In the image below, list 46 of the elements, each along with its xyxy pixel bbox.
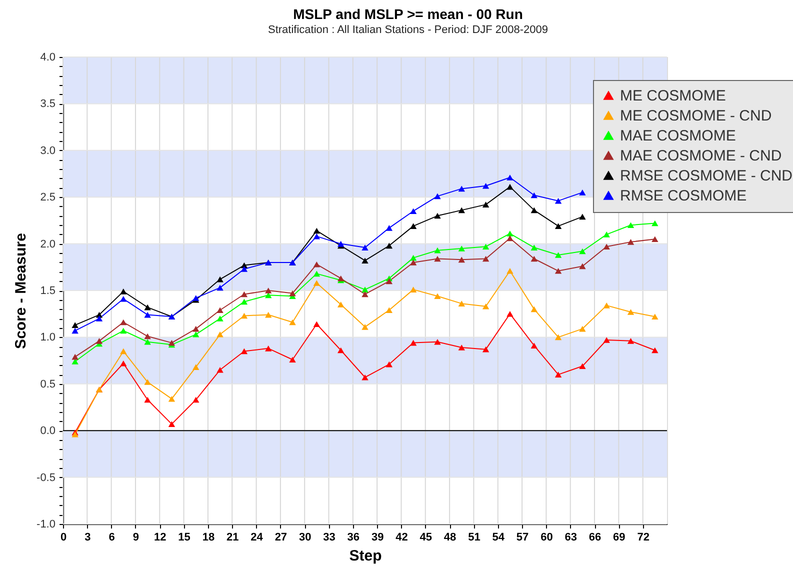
x-tick-label: 60 bbox=[540, 532, 553, 544]
x-tick-label: 3 bbox=[84, 532, 91, 544]
x-tick-label: 18 bbox=[202, 532, 215, 544]
y-tick-label: 2.0 bbox=[40, 238, 56, 250]
x-tick-label: 66 bbox=[588, 532, 602, 544]
y-axis-title: Score - Measure bbox=[12, 233, 30, 349]
x-tick-label: 57 bbox=[516, 532, 529, 544]
x-tick-label: 72 bbox=[637, 532, 650, 544]
x-tick-label: 9 bbox=[132, 532, 140, 544]
y-tick-label: 0.5 bbox=[40, 378, 56, 390]
x-axis-title: Step bbox=[349, 548, 382, 564]
chart-title: MSLP and MSLP >= mean - 00 Run bbox=[293, 6, 523, 22]
x-tick-label: 54 bbox=[492, 532, 506, 544]
y-tick-label: 3.0 bbox=[40, 144, 56, 157]
x-tick-label: 15 bbox=[178, 532, 190, 544]
y-tick-label: -1.0 bbox=[36, 518, 56, 530]
x-tick-label: 0 bbox=[60, 532, 67, 544]
x-tick-label: 48 bbox=[444, 532, 456, 544]
y-tick-label: 4.0 bbox=[40, 52, 56, 64]
x-tick-label: 33 bbox=[323, 532, 336, 544]
y-tick-label: 1.5 bbox=[40, 285, 56, 297]
x-tick-label: 24 bbox=[250, 532, 264, 544]
y-tick-label: 2.5 bbox=[40, 192, 56, 204]
y-tick-label: 0.0 bbox=[40, 425, 56, 438]
x-tick-label: 30 bbox=[298, 532, 312, 544]
x-tick-label: 27 bbox=[274, 532, 288, 544]
x-tick-label: 39 bbox=[371, 532, 384, 544]
x-tick-label: 69 bbox=[613, 532, 626, 544]
legend-label: MAE COSMOME bbox=[620, 128, 736, 144]
y-tick-label: 1.0 bbox=[40, 332, 56, 344]
x-tick-label: 45 bbox=[420, 532, 432, 544]
chart-subtitle: Stratification : All Italian Stations - Period: DJF 2008-2009 bbox=[268, 24, 548, 36]
x-tick-label: 12 bbox=[154, 532, 166, 544]
y-tick-label: -0.5 bbox=[36, 472, 56, 484]
legend-label: RMSE COSMOME - CND bbox=[620, 168, 793, 184]
x-tick-label: 21 bbox=[226, 532, 239, 544]
legend-label: ME COSMOME - CND bbox=[620, 108, 772, 124]
y-tick-label: 3.5 bbox=[40, 98, 56, 110]
x-tick-label: 63 bbox=[564, 532, 577, 544]
x-tick-label: 6 bbox=[108, 532, 115, 544]
x-tick-label: 51 bbox=[468, 532, 480, 544]
legend-label: RMSE COSMOME bbox=[620, 188, 747, 204]
x-tick-label: 36 bbox=[347, 532, 360, 544]
legend-label: MAE COSMOME - CND bbox=[620, 148, 782, 164]
x-tick-label: 42 bbox=[396, 532, 408, 544]
legend-label: ME COSMOME bbox=[620, 88, 726, 104]
